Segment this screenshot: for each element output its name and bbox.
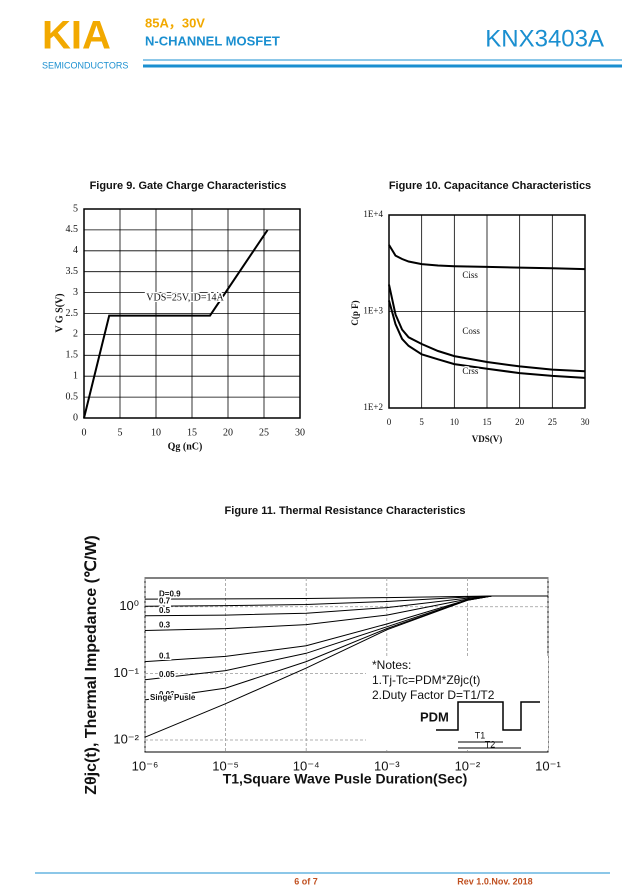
pulse-label: T2 [485, 739, 496, 749]
x-tick-label: 20 [515, 417, 525, 427]
x-axis-title: VDS(V) [472, 434, 503, 444]
y-tick-label: 4 [73, 245, 78, 256]
y-tick-label: 1E+2 [363, 402, 383, 412]
x-tick-label: 10 [151, 427, 161, 438]
part-number: KNX3403A [485, 25, 604, 52]
x-tick-label: 10⁻⁴ [293, 758, 320, 773]
y-axis-title: Zθjc(t), Thermal Impedance (℃/W) [83, 535, 100, 795]
pulse-label: PDM [420, 709, 449, 724]
curve [144, 595, 548, 607]
chart-title: Figure 9. Gate Charge Characteristics [90, 180, 287, 192]
y-tick-label: 3.5 [66, 266, 79, 277]
y-tick-label: 10⁻¹ [113, 665, 139, 680]
series-label: 0.05 [159, 670, 175, 679]
x-tick-label: 10⁻³ [374, 758, 400, 773]
curve [388, 300, 586, 379]
x-tick-label: 10⁻⁶ [132, 758, 159, 773]
company: SEMICONDUCTORS [42, 60, 128, 70]
x-tick-label: 0 [82, 427, 87, 438]
y-tick-label: 1E+4 [363, 209, 383, 219]
curve [144, 595, 548, 738]
x-tick-label: 10⁻² [455, 758, 481, 773]
y-tick-label: 1 [73, 370, 78, 381]
x-tick-label: 10 [450, 417, 460, 427]
y-tick-label: 5 [73, 203, 78, 214]
pulse-diagram [436, 701, 540, 731]
x-tick-label: 20 [223, 427, 233, 438]
note: 2.Duty Factor D=T1/T2 [372, 688, 495, 702]
x-tick-label: 30 [581, 417, 591, 427]
y-tick-label: 0 [73, 412, 78, 423]
x-tick-label: 30 [295, 427, 305, 438]
chart-title: Figure 11. Thermal Resistance Characteri… [225, 505, 466, 517]
y-tick-label: 3 [73, 287, 78, 298]
x-tick-label: 15 [483, 417, 493, 427]
x-tick-label: 10⁻⁵ [212, 758, 239, 773]
x-tick-label: 15 [187, 427, 197, 438]
series-label: Crss [462, 366, 479, 376]
y-tick-label: 2 [73, 329, 78, 340]
series-label: 0.3 [159, 621, 171, 630]
y-tick-label: 1.5 [66, 350, 79, 361]
y-tick-label: 0.5 [66, 391, 79, 402]
y-tick-label: 10⁰ [119, 598, 139, 613]
annotation: VDS=25V,ID=14A [146, 292, 224, 303]
x-tick-label: 25 [259, 427, 269, 438]
x-tick-label: 5 [419, 417, 424, 427]
y-tick-label: 2.5 [66, 308, 79, 319]
y-tick-label: 1E+3 [363, 306, 383, 316]
x-tick-label: 10⁻¹ [535, 758, 561, 773]
page-number: 6 of 7 [294, 876, 318, 886]
x-tick-label: 0 [387, 417, 392, 427]
notes-background [366, 656, 548, 750]
series-label: 0.7 [159, 596, 171, 605]
chart-title: Figure 10. Capacitance Characteristics [389, 180, 591, 192]
y-tick-label: 4.5 [66, 224, 79, 235]
revision: Rev 1.0.Nov. 2018 [457, 876, 532, 886]
series-label: Ciss [462, 270, 478, 280]
curve [83, 229, 269, 419]
y-axis-title: V G S(V) [54, 293, 65, 332]
x-tick-label: 5 [118, 427, 123, 438]
y-tick-label: 10⁻² [113, 731, 139, 746]
series-label: Singe Pusle [150, 693, 196, 702]
device-type: N-CHANNEL MOSFET [145, 33, 280, 48]
series-label: 0.1 [159, 652, 171, 661]
note: *Notes: [372, 658, 411, 672]
series-label: 0.02 [159, 690, 175, 699]
curve [388, 244, 586, 271]
curve [144, 595, 548, 631]
x-tick-label: 25 [548, 417, 558, 427]
pulse-label: T1 [475, 730, 486, 740]
x-axis-title: Qg (nC) [168, 441, 203, 452]
series-label: 0.5 [159, 606, 171, 615]
note: 1.Tj-Tc=PDM*Zθjc(t) [372, 673, 480, 687]
logo: KIA [42, 14, 111, 58]
y-axis-title: C(p F) [350, 300, 360, 325]
curve [388, 284, 586, 373]
series-label: D=0.9 [159, 589, 181, 598]
series-label: Coss [462, 326, 480, 336]
rating: 85A，30V [145, 15, 205, 30]
x-axis-title: T1,Square Wave Pusle Duration(Sec) [223, 771, 468, 787]
